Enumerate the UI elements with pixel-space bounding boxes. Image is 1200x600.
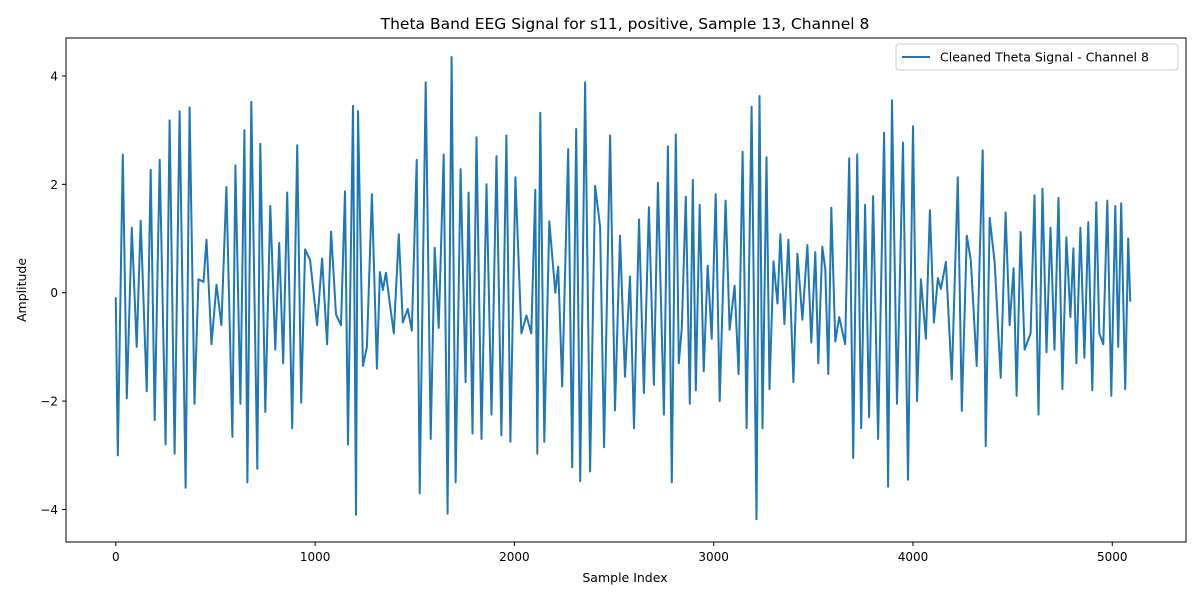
y-tick-label: 0 [50, 286, 58, 300]
y-axis-ticks: −4 −2 0 2 4 [40, 69, 66, 517]
y-tick-label: 2 [50, 178, 58, 192]
y-tick-label: 4 [50, 69, 58, 83]
x-tick-label: 2000 [499, 550, 530, 564]
legend-label: Cleaned Theta Signal - Channel 8 [940, 50, 1149, 65]
x-axis-ticks: 0 1000 2000 3000 4000 5000 [112, 542, 1128, 564]
chart-title: Theta Band EEG Signal for s11, positive,… [380, 15, 870, 33]
x-tick-label: 1000 [300, 550, 331, 564]
y-axis-label: Amplitude [14, 258, 29, 322]
x-axis-label: Sample Index [582, 570, 667, 585]
x-tick-label: 3000 [698, 550, 729, 564]
plot-frame [65, 37, 1187, 543]
y-tick-label: −4 [40, 503, 58, 517]
x-tick-label: 4000 [898, 550, 929, 564]
y-tick-label: −2 [40, 395, 58, 409]
series-line-channel-8 [114, 56, 1132, 521]
plot-background [66, 38, 1186, 542]
legend: Cleaned Theta Signal - Channel 8 [895, 43, 1179, 71]
x-tick-label: 0 [112, 550, 120, 564]
plot-area [65, 37, 1187, 543]
x-tick-label: 5000 [1097, 550, 1128, 564]
legend-box [895, 43, 1179, 71]
